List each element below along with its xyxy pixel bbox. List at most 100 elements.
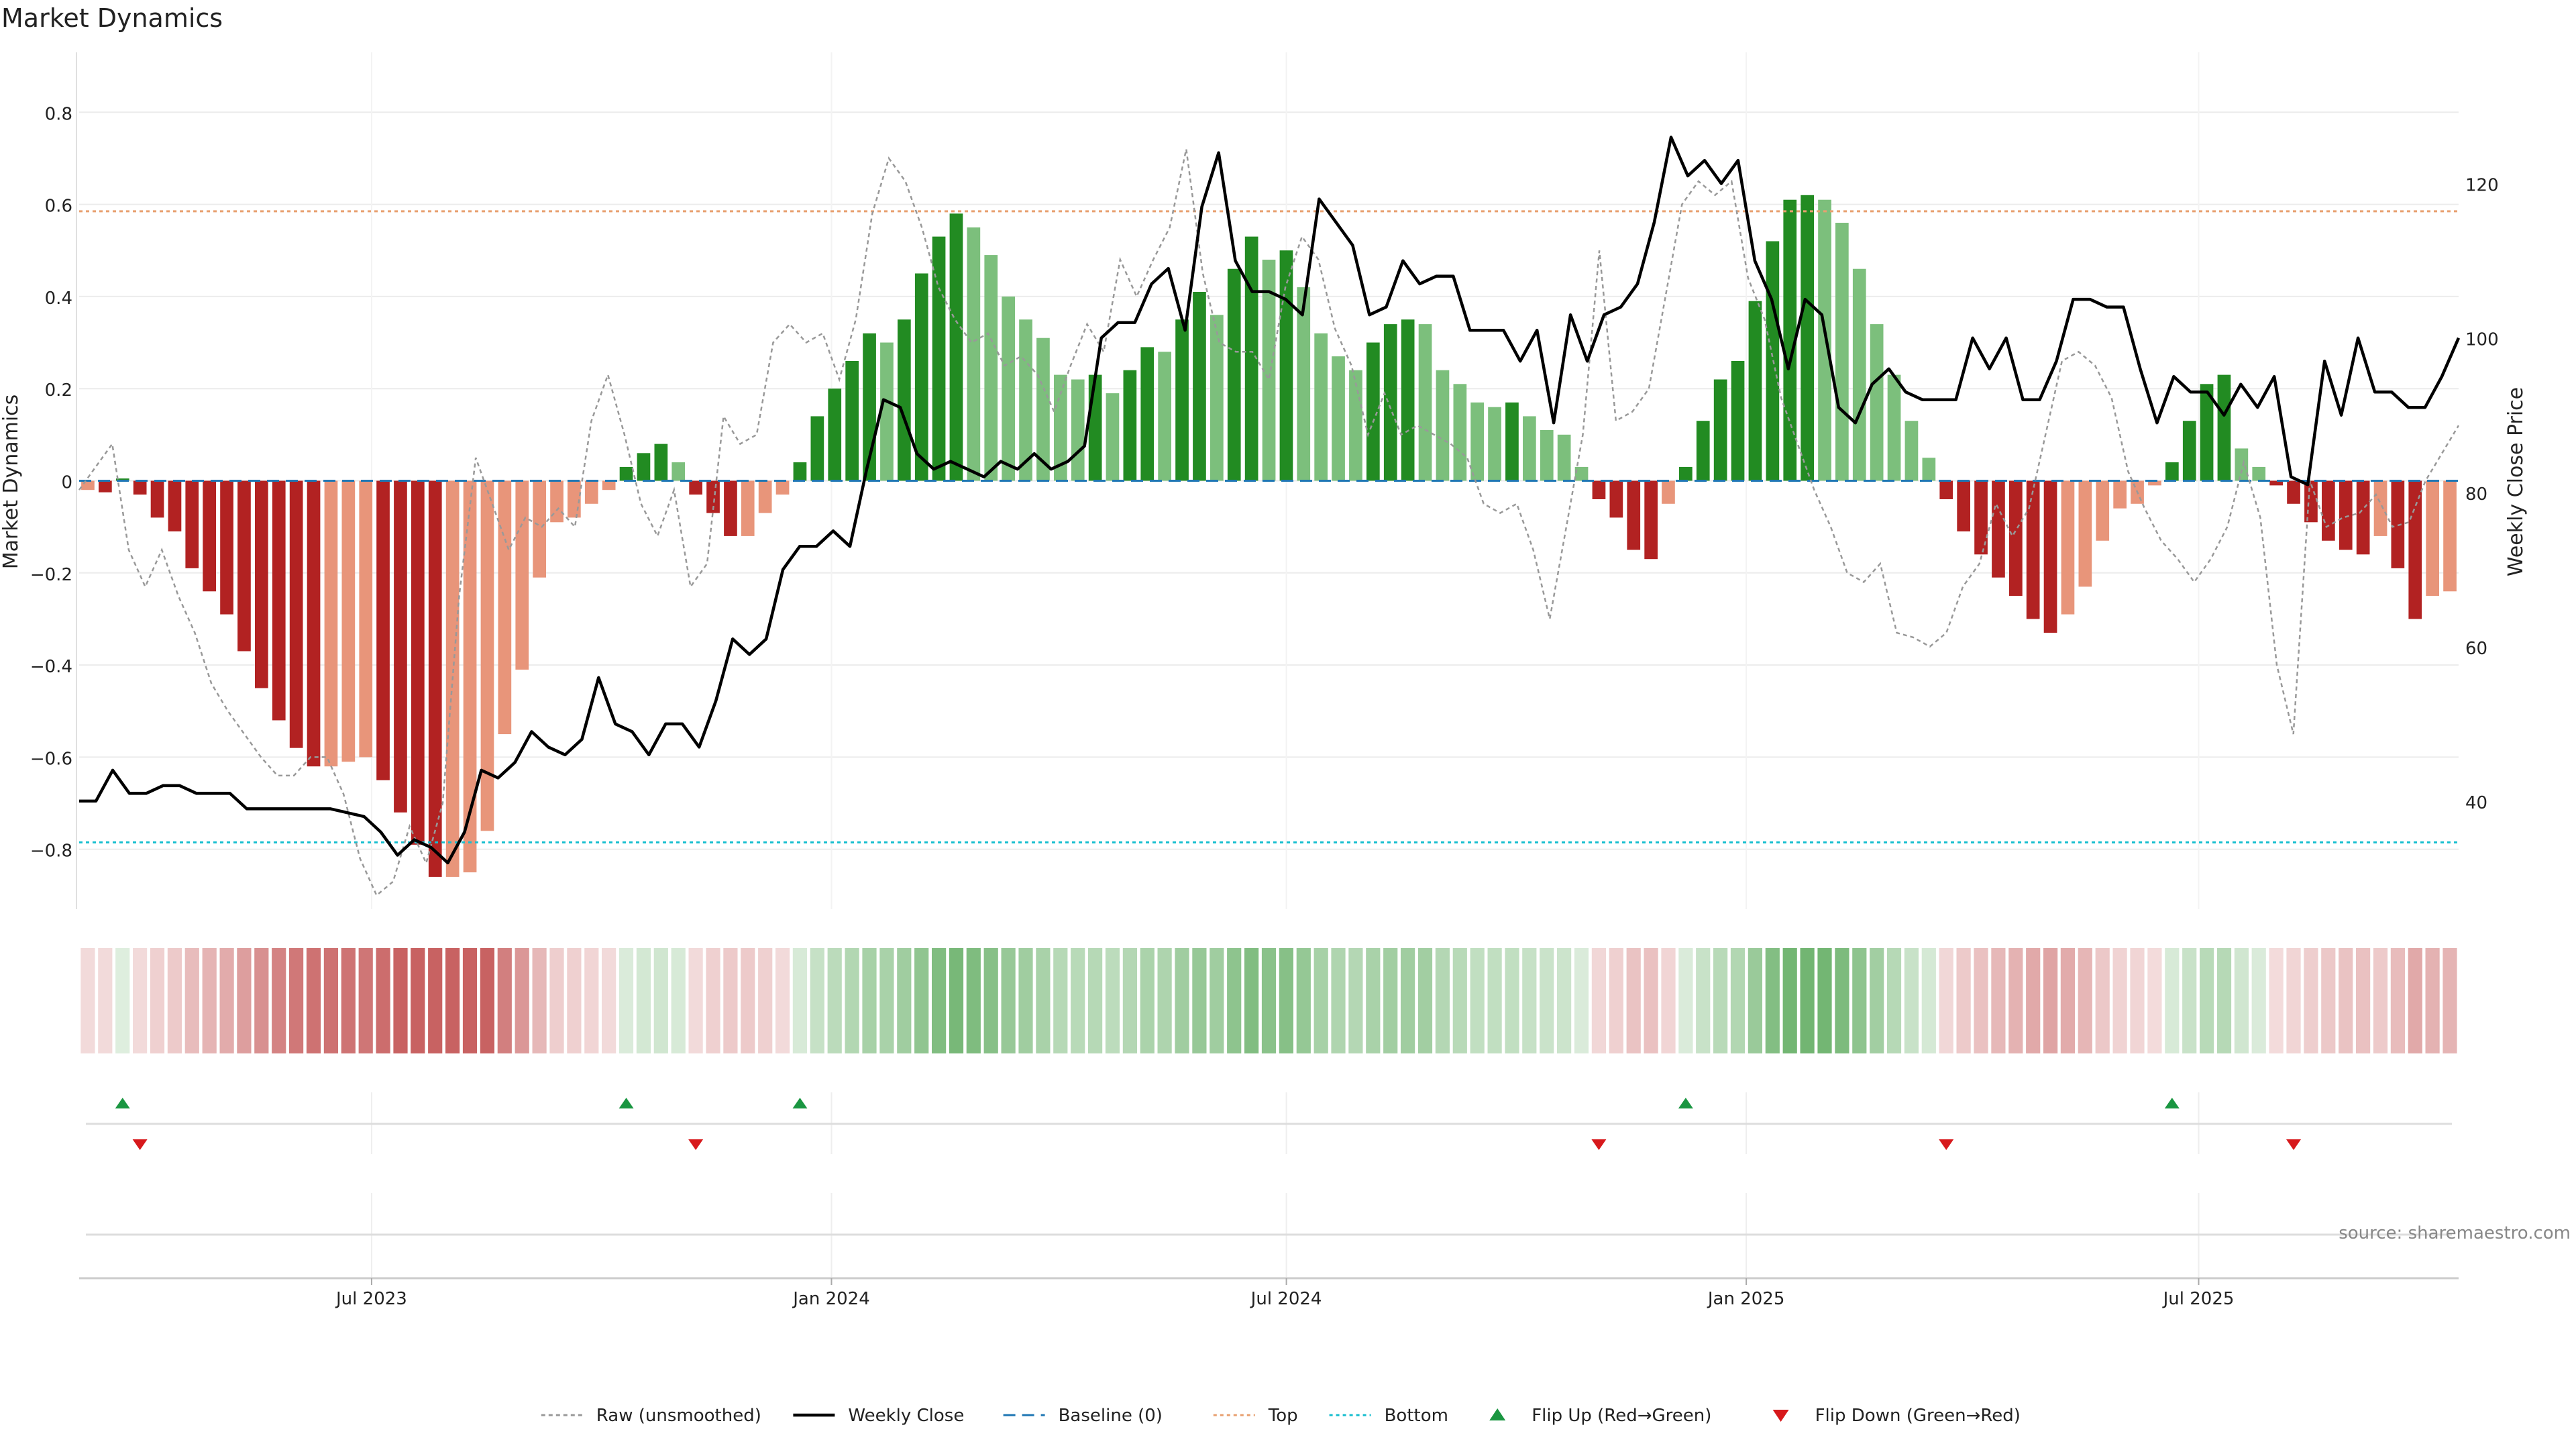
heat-cell [1227, 948, 1242, 1053]
dynamics-bar [949, 213, 963, 481]
dynamics-bar [1523, 416, 1536, 481]
dynamics-bar [550, 480, 564, 523]
dynamics-bar [1488, 407, 1501, 481]
dynamics-bar [324, 480, 338, 767]
heat-cell [1870, 948, 1884, 1053]
dynamics-bar [1383, 324, 1397, 481]
dynamics-bar [967, 227, 981, 481]
dynamics-bar [533, 480, 546, 578]
y-tick-label: −0.4 [30, 657, 72, 677]
heat-cell [1313, 948, 1328, 1053]
legend-item-top: Top [1213, 1406, 1298, 1426]
dynamics-bar [1244, 236, 1258, 481]
dynamics-bar [81, 480, 95, 490]
dynamics-bar [1696, 421, 1710, 481]
flip-down-marker [2286, 1139, 2302, 1150]
dynamics-bar [1036, 338, 1050, 481]
dynamics-bar [741, 480, 755, 536]
heat-cell [306, 948, 321, 1053]
dynamics-bar [2061, 480, 2075, 615]
x-tick-label: Jul 2024 [1250, 1289, 1322, 1309]
dynamics-bar [237, 480, 251, 652]
heat-cell [1956, 948, 1971, 1053]
y-tick-label: −0.6 [30, 749, 72, 769]
y-tick-label: 0.2 [45, 380, 72, 401]
heat-cell [1366, 948, 1381, 1053]
dynamics-bar [498, 480, 512, 735]
dynamics-bar [1731, 361, 1745, 481]
heat-cell [219, 948, 234, 1053]
dynamics-bar [1662, 480, 1675, 504]
dynamics-bar [1193, 292, 1206, 481]
legend-label: Flip Down (Green→Red) [1815, 1406, 2021, 1426]
dynamics-bar [2304, 480, 2318, 523]
x-tick-label: Jul 2025 [2162, 1289, 2235, 1309]
dynamics-bar [411, 480, 425, 845]
dynamics-bar [1592, 480, 1606, 499]
heat-cell [1296, 948, 1311, 1053]
dynamics-bar [1922, 458, 1936, 481]
heat-cell [428, 948, 443, 1053]
y-tick-label: 0.6 [45, 197, 72, 217]
dynamics-bar [1957, 480, 1970, 531]
bars-layer [81, 195, 2457, 877]
dynamics-bar [775, 480, 790, 495]
dynamics-bar [1002, 296, 1015, 481]
heat-cell [2390, 948, 2405, 1053]
heat-cell [897, 948, 912, 1053]
dynamics-bar [1801, 195, 1814, 481]
dynamics-bar [914, 273, 928, 481]
dynamics-bar [220, 480, 233, 615]
legend-swatch [1772, 1410, 1789, 1422]
heat-cell [2216, 948, 2232, 1053]
dynamics-bar [480, 480, 494, 831]
dynamics-bar [341, 480, 356, 762]
heat-cell [1800, 948, 1815, 1053]
dynamics-bar [1574, 466, 1589, 481]
heat-cell [1417, 948, 1433, 1053]
legend-item-bottom: Bottom [1329, 1406, 1448, 1426]
legend-label: Flip Up (Red→Green) [1532, 1406, 1711, 1426]
heat-cell [1452, 948, 1467, 1053]
heat-cell [184, 948, 199, 1053]
heat-cell [1088, 948, 1103, 1053]
heat-cell [671, 948, 686, 1053]
dynamics-bar [2443, 480, 2457, 592]
heat-cell [2200, 948, 2214, 1053]
dynamics-bar [1470, 402, 1484, 481]
heat-cell [2234, 948, 2249, 1053]
dynamics-bar [1887, 374, 1901, 481]
flip-up-marker [1678, 1098, 1693, 1108]
heat-cell [2165, 948, 2180, 1053]
flip-down-marker [688, 1139, 704, 1150]
heat-cell [1505, 948, 1519, 1053]
flip-down-marker [132, 1139, 148, 1150]
dynamics-bar [810, 416, 824, 481]
heat-cell [636, 948, 651, 1053]
heat-cell [1192, 948, 1207, 1053]
heat-cell [272, 948, 286, 1053]
heat-cell [879, 948, 894, 1053]
heat-cell [1661, 948, 1676, 1053]
heat-cell [1175, 948, 1189, 1053]
dynamics-bar [1870, 324, 1884, 481]
dynamics-bar [1609, 480, 1623, 518]
flip-markers-panel [86, 1092, 2452, 1278]
y-tick-label: 0.4 [45, 289, 72, 309]
legend-label: Baseline (0) [1059, 1406, 1163, 1426]
dynamics-bar [99, 480, 112, 492]
heat-cell [1331, 948, 1346, 1053]
heat-cell [462, 948, 478, 1053]
heat-cell [1140, 948, 1155, 1053]
heat-cell [323, 948, 338, 1053]
dynamics-bar [672, 462, 686, 481]
legend-item-flip_down: Flip Down (Green→Red) [1772, 1406, 2021, 1426]
y-tick-label: −0.8 [30, 841, 72, 862]
dynamics-bar [1852, 268, 1866, 481]
heat-cell [966, 948, 981, 1053]
dynamics-bar [2339, 480, 2353, 550]
dynamics-bar [1106, 393, 1120, 481]
heat-cell [827, 948, 842, 1053]
heat-cell [1835, 948, 1849, 1053]
legend-label: Bottom [1385, 1406, 1448, 1426]
